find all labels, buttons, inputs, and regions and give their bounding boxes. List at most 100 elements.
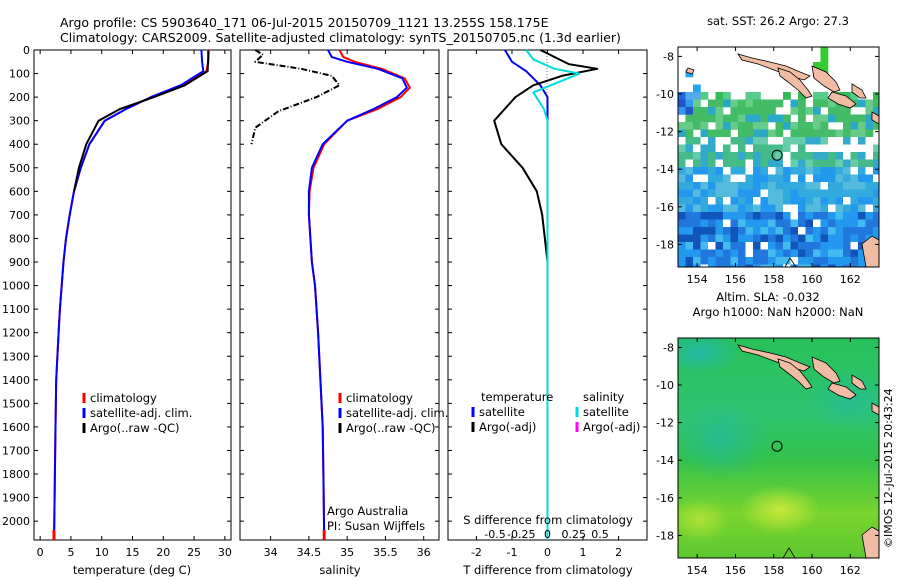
legend-label: climatology	[346, 391, 413, 405]
sst-cell	[820, 92, 829, 100]
sst-cell	[790, 152, 799, 160]
sst-cell	[685, 182, 694, 190]
sst-cell	[843, 137, 851, 145]
sst-cell	[865, 182, 874, 190]
sst-cell	[715, 167, 724, 175]
legend-label: satellite-adj. clim.	[90, 406, 192, 420]
sst-cell	[850, 242, 859, 250]
sst-cell	[775, 182, 784, 190]
sst-cell	[843, 264, 851, 267]
sst-cell	[783, 114, 791, 123]
sla-map-panel: Altim. SLA: -0.032 Argo h1000: NaN h2000…	[656, 290, 880, 577]
sst-cell	[775, 189, 784, 198]
sst-cell	[790, 99, 799, 108]
temperature-x-ticks: 0 5 10 15 20 25 30	[34, 49, 232, 559]
sst-cell	[843, 219, 851, 228]
sst-cell	[835, 234, 844, 243]
sst-cell	[850, 204, 859, 213]
sst-cell	[715, 144, 724, 153]
sst-cell	[700, 129, 709, 138]
sst-cell	[753, 137, 761, 145]
sla-map-title: Altim. SLA: -0.032	[716, 290, 820, 304]
sst-cell	[708, 144, 716, 153]
depth-tick-label: 400	[9, 138, 30, 151]
sst-cell	[700, 174, 709, 183]
sst-cell	[850, 122, 859, 130]
sst-cell	[790, 257, 799, 265]
sst-cell	[798, 242, 806, 250]
sst-cell	[730, 204, 739, 213]
sst-cell	[805, 242, 814, 250]
sst-cell	[820, 174, 829, 183]
sst-cell	[768, 159, 776, 168]
sst-cell	[783, 249, 791, 258]
sst-cell	[835, 257, 844, 265]
sst-cell	[715, 92, 724, 100]
sst-heatmap-cells	[678, 47, 879, 267]
sla-map-subtitle: Argo h1000: NaN h2000: NaN	[693, 305, 864, 319]
legend-column-title: temperature	[481, 390, 553, 404]
sst-cell	[753, 189, 761, 198]
sst-cell	[858, 129, 866, 138]
sst-cell	[783, 152, 791, 160]
sst-cell	[798, 264, 806, 267]
sst-cell	[843, 197, 851, 205]
x-tick-label: 20	[156, 546, 170, 559]
sst-cell	[813, 174, 821, 183]
sst-cell	[745, 174, 754, 183]
sst-cell	[753, 242, 761, 250]
sst-cell	[708, 212, 716, 220]
sst-cell	[715, 99, 724, 108]
argo-location-marker-sla	[771, 440, 783, 452]
legend-label: Argo(-adj)	[479, 420, 536, 434]
sst-cell	[820, 159, 829, 168]
sst-cell	[865, 204, 874, 213]
depth-axis: 0 100 200 300 400 500 600 700 800 900 1000 1100 1200…	[2, 44, 30, 528]
sst-cell	[798, 257, 806, 265]
map-x-tick-label: 160	[802, 273, 823, 286]
x-tick-label: -1	[506, 546, 517, 559]
sst-cell	[730, 189, 739, 198]
sst-cell	[865, 99, 874, 108]
sst-cell	[813, 92, 821, 100]
sst-cell	[700, 242, 709, 250]
sst-cell	[828, 197, 836, 205]
sst-cell	[685, 197, 694, 205]
sst-cell	[753, 114, 761, 123]
sst-cell	[760, 107, 769, 115]
sst-cell	[858, 99, 866, 108]
sst-cell	[768, 174, 776, 183]
sst-cell	[730, 152, 739, 160]
sst-cell	[850, 264, 859, 267]
sst-cell	[820, 189, 829, 198]
sst-cell	[730, 122, 739, 130]
sst-cell	[813, 204, 821, 213]
sst-cell	[715, 152, 724, 160]
sst-cell	[783, 242, 791, 250]
sst-cell	[835, 182, 844, 190]
sst-cell	[768, 204, 776, 213]
sst-cell	[700, 152, 709, 160]
sst-cell	[715, 257, 724, 265]
sst-cell	[873, 204, 879, 213]
sst-cell	[693, 242, 701, 250]
sst-cell	[858, 227, 866, 235]
sst-cell	[873, 99, 879, 108]
sst-cell	[700, 182, 709, 190]
sst-cell	[723, 174, 731, 183]
sst-cell	[820, 54, 829, 63]
sst-cell	[678, 144, 686, 153]
sst-cell	[843, 227, 851, 235]
sst-cell	[805, 167, 814, 175]
sst-cell	[835, 137, 844, 145]
reef-southeast	[861, 235, 879, 267]
sst-cell	[693, 144, 701, 153]
sst-cell	[760, 264, 769, 267]
sst-cell	[873, 227, 879, 235]
sst-cell	[820, 47, 829, 55]
temperature-xlabel: temperature (deg C)	[73, 563, 191, 577]
sst-cell	[828, 242, 836, 250]
sst-cell	[843, 129, 851, 138]
sst-map-panel: sat. SST: 26.2 Argo: 27.3 154 156 158 160 16…	[656, 14, 880, 286]
depth-tick-label: 1900	[2, 492, 30, 505]
